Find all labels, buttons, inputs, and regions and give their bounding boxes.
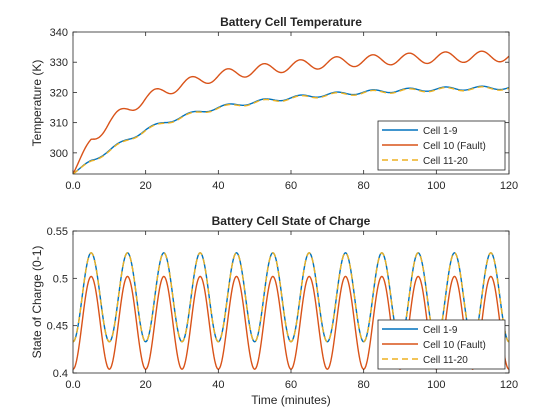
y-tick-label: 320 (50, 87, 68, 99)
series-line-0 (73, 85, 509, 174)
x-tick-label: 120 (500, 379, 518, 391)
state-of-charge-chart: 0.0 20 40 60 80 100 120 0.4 0.45 0.5 0.55 Battery C… (30, 214, 518, 407)
y-tick-label: 0.5 (53, 273, 68, 285)
legend-entry: Cell 10 (Fault) (423, 340, 486, 351)
x-tick-label: 40 (212, 379, 224, 391)
legend: Cell 1-9 Cell 10 (Fault) Cell 11-20 (377, 319, 506, 370)
x-axis-label: Time (minutes) (251, 393, 331, 407)
x-tick-label: 60 (285, 379, 297, 391)
series-line-2 (73, 86, 509, 174)
legend: Cell 1-9 Cell 10 (Fault) Cell 11-20 (377, 120, 506, 171)
y-tick-label: 300 (50, 148, 68, 160)
chart-title: Battery Cell Temperature (220, 15, 362, 29)
legend-entry: Cell 1-9 (423, 325, 458, 336)
x-tick-label: 80 (358, 379, 370, 391)
series-line-1 (73, 50, 509, 174)
x-tick-label: 100 (427, 379, 445, 391)
legend-entry: Cell 10 (Fault) (423, 141, 486, 152)
y-axis-label: Temperature (K) (30, 60, 44, 147)
y-tick-label: 0.55 (47, 226, 68, 238)
x-tick-label: 80 (358, 180, 370, 192)
temperature-chart: 0.0 20 40 60 80 100 120 300 310 320 330 340 Battery … (30, 15, 518, 192)
legend-entry: Cell 1-9 (423, 126, 458, 137)
x-tick-label: 20 (140, 180, 152, 192)
legend-entry: Cell 11-20 (423, 156, 468, 167)
y-axis-label: State of Charge (0-1) (30, 246, 44, 359)
series-line-2 (73, 251, 509, 343)
y-tick-label: 340 (50, 27, 68, 39)
y-tick-label: 0.45 (47, 321, 68, 333)
series-lines (73, 50, 509, 174)
chart-title: Battery Cell State of Charge (212, 214, 371, 228)
x-tick-label: 60 (285, 180, 297, 192)
x-tick-label: 40 (212, 180, 224, 192)
y-tick-label: 330 (50, 57, 68, 69)
x-tick-label: 20 (140, 379, 152, 391)
y-tick-label: 0.4 (53, 368, 68, 380)
legend-entry: Cell 11-20 (423, 355, 468, 366)
x-tick-label: 0.0 (65, 180, 80, 192)
y-tick-label: 310 (50, 118, 68, 130)
legend-box (377, 120, 506, 171)
x-tick-label: 120 (500, 180, 518, 192)
x-tick-label: 0.0 (65, 379, 80, 391)
x-tick-label: 100 (427, 180, 445, 192)
